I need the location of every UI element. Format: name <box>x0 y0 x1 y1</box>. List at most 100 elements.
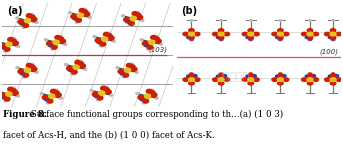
Circle shape <box>216 36 220 39</box>
Circle shape <box>282 75 286 77</box>
Circle shape <box>13 91 18 95</box>
Circle shape <box>137 15 143 19</box>
Circle shape <box>219 73 223 75</box>
Circle shape <box>110 94 113 96</box>
Circle shape <box>73 65 79 69</box>
Circle shape <box>242 78 248 81</box>
Circle shape <box>249 73 252 75</box>
Circle shape <box>48 43 54 47</box>
Circle shape <box>141 20 144 21</box>
Circle shape <box>246 36 250 39</box>
Circle shape <box>222 75 227 77</box>
Circle shape <box>242 32 248 36</box>
Circle shape <box>24 68 31 73</box>
Circle shape <box>218 36 224 39</box>
Circle shape <box>137 11 139 13</box>
Circle shape <box>97 40 102 44</box>
Circle shape <box>130 65 135 68</box>
Circle shape <box>67 66 72 70</box>
Circle shape <box>84 12 90 16</box>
Circle shape <box>106 90 111 94</box>
Circle shape <box>44 97 49 101</box>
Circle shape <box>301 32 307 36</box>
Circle shape <box>307 82 313 85</box>
Circle shape <box>1 45 7 49</box>
Circle shape <box>42 95 48 99</box>
Circle shape <box>132 12 138 16</box>
Circle shape <box>254 78 259 81</box>
Circle shape <box>93 36 96 38</box>
Text: (100): (100) <box>319 49 338 55</box>
Circle shape <box>308 38 312 41</box>
Circle shape <box>16 67 19 69</box>
Circle shape <box>128 24 131 26</box>
Circle shape <box>71 15 76 19</box>
Circle shape <box>0 93 5 97</box>
Circle shape <box>35 71 38 73</box>
Circle shape <box>12 39 16 42</box>
Circle shape <box>183 32 189 36</box>
Circle shape <box>0 44 5 48</box>
Circle shape <box>76 18 81 22</box>
Circle shape <box>142 102 145 104</box>
Circle shape <box>307 29 313 32</box>
Circle shape <box>49 94 55 98</box>
Circle shape <box>123 73 129 77</box>
Circle shape <box>22 26 25 28</box>
Circle shape <box>218 29 224 32</box>
Circle shape <box>218 32 224 36</box>
Circle shape <box>68 68 73 72</box>
Circle shape <box>194 32 200 36</box>
Circle shape <box>108 32 111 34</box>
Circle shape <box>30 15 35 18</box>
Circle shape <box>126 63 132 67</box>
Circle shape <box>160 43 163 45</box>
Circle shape <box>151 93 157 97</box>
Circle shape <box>216 75 220 77</box>
Circle shape <box>305 36 309 39</box>
Circle shape <box>26 14 32 18</box>
Circle shape <box>17 45 20 47</box>
Circle shape <box>272 32 277 36</box>
Circle shape <box>97 96 103 100</box>
Circle shape <box>113 40 115 42</box>
Circle shape <box>279 38 282 41</box>
Circle shape <box>189 36 194 39</box>
Circle shape <box>155 97 158 99</box>
Circle shape <box>301 78 307 81</box>
Circle shape <box>143 99 149 103</box>
Circle shape <box>213 78 218 81</box>
Circle shape <box>279 73 282 75</box>
Circle shape <box>104 32 109 36</box>
Circle shape <box>189 78 194 82</box>
Circle shape <box>156 39 161 43</box>
Circle shape <box>254 32 259 36</box>
Circle shape <box>189 74 194 78</box>
Circle shape <box>55 91 59 94</box>
Circle shape <box>248 78 254 82</box>
Circle shape <box>31 67 37 71</box>
Circle shape <box>330 32 336 36</box>
Circle shape <box>79 60 82 62</box>
Circle shape <box>136 92 139 95</box>
Circle shape <box>59 37 63 40</box>
Circle shape <box>59 35 62 37</box>
Circle shape <box>313 32 319 36</box>
Circle shape <box>55 89 58 91</box>
Circle shape <box>129 21 134 25</box>
Circle shape <box>283 32 289 36</box>
Circle shape <box>328 75 332 77</box>
Circle shape <box>95 38 101 42</box>
Text: 嘉岭检测网: 嘉岭检测网 <box>217 72 250 82</box>
Circle shape <box>150 91 155 94</box>
Circle shape <box>149 40 155 45</box>
Circle shape <box>79 9 85 13</box>
Circle shape <box>105 86 108 88</box>
Circle shape <box>51 45 57 49</box>
Circle shape <box>4 50 7 52</box>
Circle shape <box>99 91 105 95</box>
Circle shape <box>23 23 28 27</box>
Circle shape <box>250 20 252 21</box>
Text: Surface functional groups corresponding to th…(a) (1 0 3): Surface functional groups corresponding … <box>28 110 283 119</box>
Circle shape <box>190 20 193 21</box>
